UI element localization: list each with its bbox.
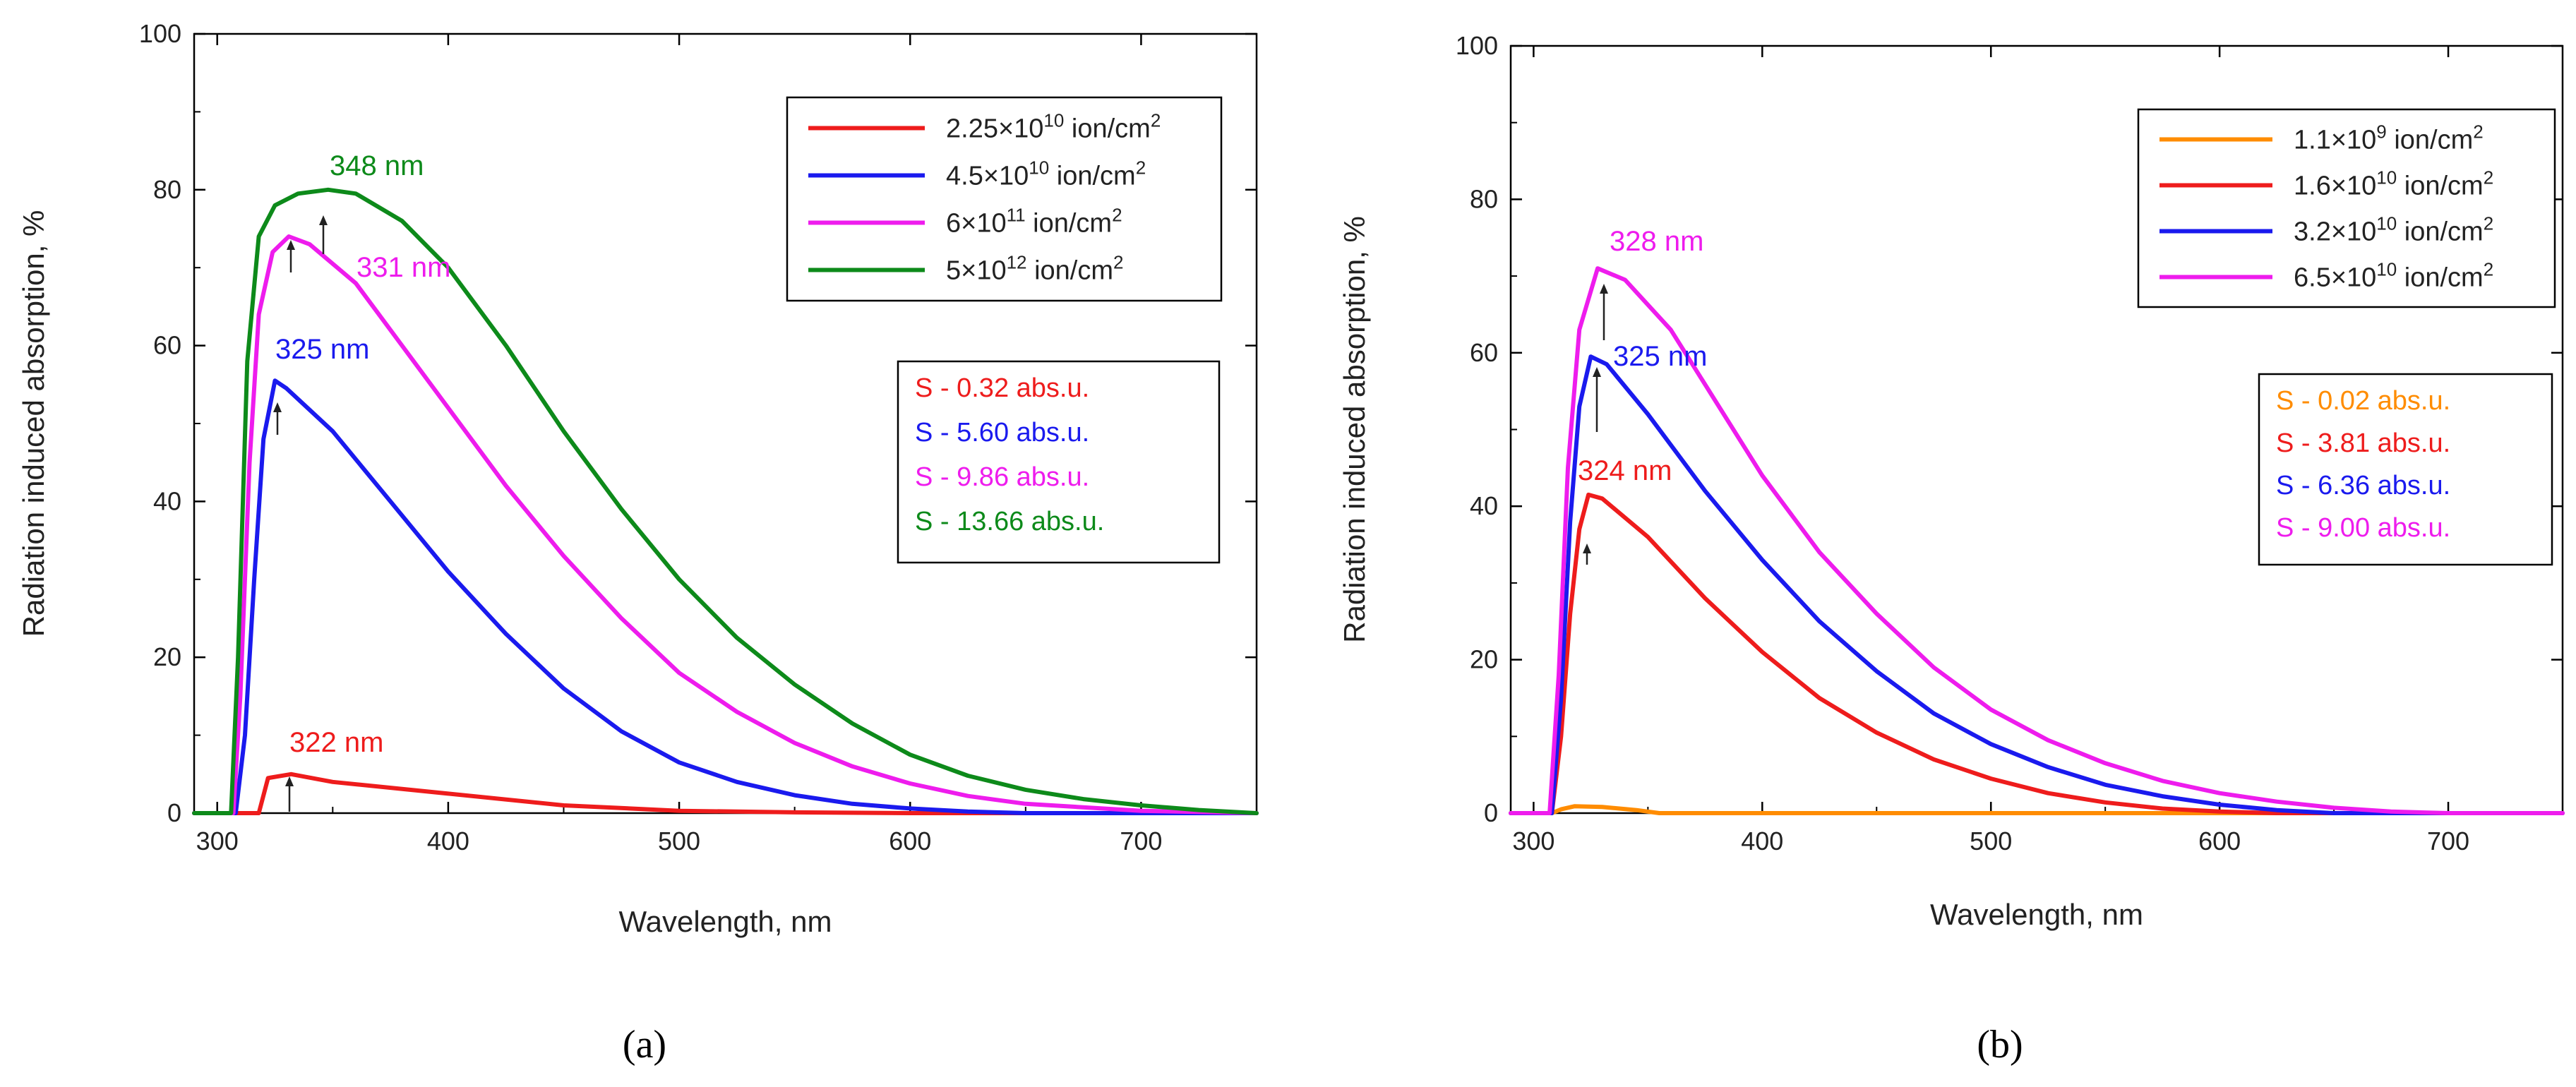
- y-tick-label: 40: [153, 486, 181, 515]
- peak-label: 325 nm: [275, 334, 369, 365]
- chart-panel-a: 300 400 500 600 700 0 20 40 60 80 100 Wavelength, n…: [17, 19, 1259, 1067]
- x-tick-label: 600: [889, 827, 931, 855]
- legend-entry: 6×1011 ion/cm2: [946, 205, 1122, 239]
- series-line-2: [1509, 354, 2565, 815]
- y-tick-label: 100: [1456, 31, 1498, 60]
- peak-arrow-head: [1600, 284, 1608, 294]
- peak-label: 324 nm: [1578, 455, 1672, 486]
- peak-arrow-head: [319, 215, 328, 225]
- series-line-2: [192, 234, 1259, 815]
- area-value: S - 3.81 abs.u.: [2276, 428, 2450, 458]
- x-tick-label: 400: [427, 827, 469, 855]
- x-tick-label: 400: [1741, 827, 1783, 855]
- x-axis-label: Wavelength, nm: [1930, 898, 2143, 931]
- legend-entry: 1.6×1010 ion/cm2: [2294, 167, 2493, 201]
- legend-entry: 1.1×109 ion/cm2: [2294, 121, 2484, 155]
- y-tick-label: 40: [1470, 491, 1498, 520]
- x-tick-label: 300: [196, 827, 239, 855]
- legend-entry: 6.5×1010 ion/cm2: [2294, 259, 2493, 293]
- legend-entry: 2.25×1010 ion/cm2: [946, 110, 1161, 144]
- peak-label: 328 nm: [1610, 226, 1703, 257]
- series-line-3: [1509, 266, 2565, 815]
- y-tick-label: 80: [153, 175, 181, 204]
- x-tick-label: 700: [1120, 827, 1162, 855]
- x-tick-label: 500: [1970, 827, 2012, 855]
- series-line-1: [1509, 492, 2565, 815]
- x-tick-label: 600: [2198, 827, 2241, 855]
- series-line-0: [192, 771, 1259, 815]
- y-tick-label: 60: [1470, 338, 1498, 367]
- panel-label: (b): [1977, 1023, 2023, 1067]
- y-tick-label: 60: [153, 331, 181, 360]
- legend-entry: 5×1012 ion/cm2: [946, 252, 1123, 286]
- series-line-1: [192, 378, 1259, 815]
- x-tick-label: 700: [2427, 827, 2469, 855]
- peak-label: 325 nm: [1613, 341, 1707, 372]
- area-value: S - 0.32 abs.u.: [915, 373, 1089, 403]
- x-tick-label: 500: [658, 827, 700, 855]
- area-value: S - 13.66 abs.u.: [915, 507, 1104, 536]
- y-tick-label: 0: [167, 798, 181, 827]
- area-box: [2258, 373, 2553, 566]
- peak-arrow-head: [285, 776, 294, 786]
- area-box: [897, 360, 1221, 564]
- y-axis-label: Radiation induced absorption, %: [1338, 216, 1371, 643]
- y-tick-label: 100: [139, 19, 181, 48]
- area-value: S - 9.86 abs.u.: [915, 462, 1089, 492]
- peak-label: 331 nm: [357, 252, 450, 283]
- peak-label: 348 nm: [330, 150, 424, 181]
- y-tick-label: 0: [1484, 798, 1498, 827]
- x-axis-label: Wavelength, nm: [619, 905, 832, 938]
- area-value: S - 0.02 abs.u.: [2276, 386, 2450, 416]
- area-value: S - 9.00 abs.u.: [2276, 513, 2450, 543]
- peak-arrow-head: [1583, 544, 1591, 553]
- y-tick-label: 80: [1470, 184, 1498, 213]
- legend-entry: 3.2×1010 ion/cm2: [2294, 213, 2493, 247]
- series-line-3: [192, 187, 1259, 815]
- y-tick-label: 20: [153, 642, 181, 671]
- peak-label: 322 nm: [289, 727, 383, 758]
- peak-arrow-head: [273, 402, 282, 412]
- peak-arrow-head: [1593, 367, 1601, 377]
- legend-box: [786, 96, 1223, 302]
- chart-panel-b: 300 400 500 600 700 0 20 40 60 80 100 Wavelength, n…: [1338, 31, 2565, 1067]
- area-value: S - 6.36 abs.u.: [2276, 471, 2450, 500]
- y-axis-label: Radiation induced absorption, %: [17, 210, 50, 637]
- y-tick-label: 20: [1470, 645, 1498, 674]
- area-value: S - 5.60 abs.u.: [915, 418, 1089, 448]
- legend-box: [2137, 108, 2556, 308]
- legend-entry: 4.5×1010 ion/cm2: [946, 157, 1146, 191]
- peak-arrow-head: [287, 240, 295, 250]
- panel-label: (a): [623, 1023, 666, 1067]
- x-tick-label: 300: [1512, 827, 1554, 855]
